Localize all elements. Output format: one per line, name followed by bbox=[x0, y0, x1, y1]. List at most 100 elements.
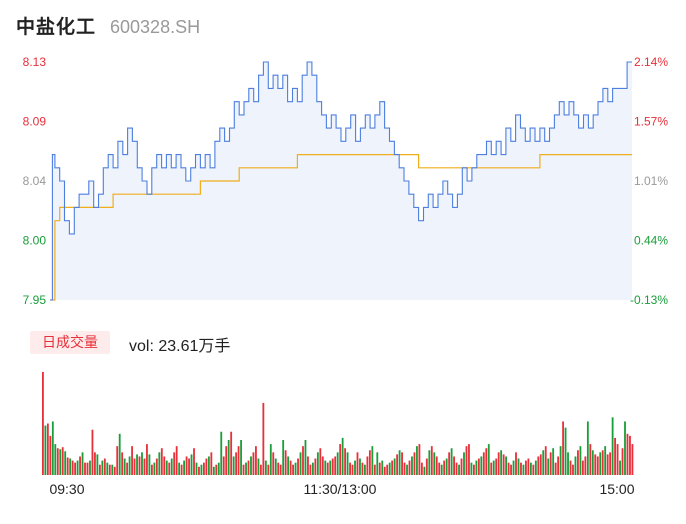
volume-bar bbox=[316, 452, 319, 475]
volume-bar bbox=[341, 437, 344, 475]
volume-bar bbox=[463, 452, 465, 475]
volume-bar bbox=[559, 446, 562, 475]
volume-bar bbox=[274, 458, 277, 475]
volume-bar bbox=[435, 456, 438, 475]
volume-bar bbox=[284, 450, 287, 475]
volume-bar bbox=[604, 446, 607, 475]
volume-bar bbox=[240, 439, 242, 475]
volume-bar bbox=[324, 460, 327, 475]
volume-bar bbox=[547, 458, 550, 475]
y-tick-right: 1.57% bbox=[634, 115, 668, 129]
volume-bar bbox=[339, 444, 342, 475]
volume-bar bbox=[49, 435, 52, 475]
volume-bar bbox=[500, 450, 503, 475]
volume-bar bbox=[247, 460, 250, 475]
volume-bar bbox=[532, 464, 535, 475]
volume-bar bbox=[539, 454, 542, 475]
volume-bar bbox=[108, 464, 111, 475]
volume-bar bbox=[416, 446, 418, 475]
volume-bar bbox=[267, 464, 270, 475]
volume-bar bbox=[311, 462, 314, 475]
volume-bar bbox=[599, 452, 602, 475]
volume-bar bbox=[529, 462, 532, 475]
volume-bar bbox=[492, 460, 495, 475]
volume-bar bbox=[557, 456, 560, 475]
volume-bar bbox=[185, 456, 188, 475]
volume-bar bbox=[76, 460, 79, 475]
volume-label: vol: 23.61万手 bbox=[129, 338, 231, 355]
volume-bar bbox=[408, 460, 411, 475]
volume-bar bbox=[148, 454, 151, 475]
volume-bar bbox=[126, 462, 129, 475]
volume-bar bbox=[336, 452, 339, 475]
volume-bar bbox=[101, 460, 104, 475]
volume-bar bbox=[215, 464, 218, 475]
volume-bar bbox=[376, 452, 379, 475]
volume-bar bbox=[111, 464, 114, 475]
volume-bar bbox=[272, 452, 275, 475]
volume-bar bbox=[245, 462, 247, 475]
volume-bar bbox=[621, 448, 624, 475]
volume-bar bbox=[257, 458, 260, 475]
volume-bar bbox=[294, 462, 297, 475]
volume-bar bbox=[495, 458, 498, 475]
volume-bar bbox=[502, 454, 505, 475]
volume-bar bbox=[631, 444, 634, 475]
volume-bar bbox=[56, 448, 59, 475]
volume-bar bbox=[468, 444, 470, 475]
volume-bar bbox=[356, 452, 359, 475]
volume-bar bbox=[594, 454, 597, 475]
y-tick-left: 7.95 bbox=[23, 293, 47, 307]
volume-bar bbox=[160, 448, 163, 475]
volume-bar bbox=[133, 458, 136, 475]
y-tick-left: 8.00 bbox=[23, 234, 47, 248]
volume-bar bbox=[86, 462, 89, 475]
volume-bar bbox=[203, 462, 205, 475]
volume-bar bbox=[477, 458, 480, 475]
volume-bar bbox=[98, 464, 101, 475]
volume-bar bbox=[544, 446, 547, 475]
volume-bar bbox=[287, 456, 290, 475]
volume-bar bbox=[230, 431, 233, 475]
volume-bar bbox=[396, 454, 399, 475]
volume-bar bbox=[361, 462, 364, 475]
volume-bar bbox=[554, 462, 557, 475]
volume-bar bbox=[569, 460, 572, 475]
volume-bar bbox=[331, 458, 334, 475]
volume-bar bbox=[515, 452, 517, 475]
y-tick-right: 2.14% bbox=[634, 55, 668, 69]
y-tick-right: 0.44% bbox=[634, 234, 668, 248]
volume-bar bbox=[277, 462, 280, 475]
price-area bbox=[50, 62, 632, 300]
volume-bar bbox=[368, 450, 371, 475]
volume-bar bbox=[255, 446, 257, 475]
volume-bar bbox=[346, 452, 349, 475]
volume-bar bbox=[510, 464, 512, 475]
volume-bar bbox=[574, 456, 577, 475]
volume-bar bbox=[517, 458, 520, 475]
volume-bar bbox=[562, 421, 564, 475]
volume-bar bbox=[123, 458, 126, 475]
volume-bar bbox=[433, 452, 436, 475]
y-tick-left: 8.13 bbox=[23, 55, 47, 69]
volume-bar bbox=[423, 466, 426, 475]
volume-bar bbox=[158, 452, 161, 475]
volume-bar bbox=[609, 452, 612, 475]
volume-bar bbox=[482, 452, 485, 475]
volume-bar bbox=[259, 464, 262, 475]
volume-bar bbox=[136, 454, 138, 475]
volume-bar bbox=[542, 450, 545, 475]
volume-bar bbox=[79, 456, 81, 475]
volume-bar bbox=[378, 462, 381, 475]
volume-bar bbox=[210, 452, 213, 475]
volume-bar bbox=[520, 462, 522, 475]
volume-bar bbox=[138, 456, 141, 475]
volume-bar bbox=[388, 462, 391, 475]
volume-bar bbox=[629, 435, 631, 475]
volume-bar bbox=[440, 464, 443, 475]
volume-bar bbox=[116, 446, 119, 475]
volume-bar bbox=[237, 446, 240, 475]
volume-tag[interactable]: 日成交量 bbox=[30, 331, 110, 354]
volume-bar bbox=[118, 433, 121, 475]
volume-bar bbox=[572, 464, 574, 475]
